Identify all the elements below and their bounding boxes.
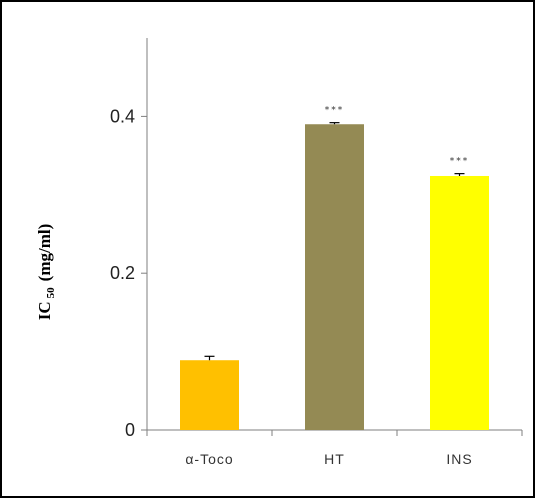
x-category-label: INS (446, 451, 472, 467)
x-category-label: HT (324, 451, 345, 467)
labels: 0 0.2 0.4 α-Toco HT *** INS *** (110, 106, 472, 467)
y-tick-label: 0.2 (110, 263, 135, 283)
bars (180, 122, 489, 431)
significance-label: *** (325, 106, 345, 116)
y-axis-label-unit: (mg/ml) (35, 224, 54, 282)
y-tick-label: 0.4 (110, 106, 135, 126)
y-tick-label: 0 (125, 420, 135, 440)
bar (305, 124, 364, 431)
y-axis-label: IC 50 (mg/ml) (35, 224, 57, 321)
x-category-label: α-Toco (185, 451, 233, 467)
bar (430, 175, 489, 430)
bar (180, 360, 239, 430)
significance-label: *** (450, 157, 470, 167)
y-axis-label-subscript: 50 (45, 287, 57, 299)
y-axis-label-main: IC (35, 301, 54, 320)
